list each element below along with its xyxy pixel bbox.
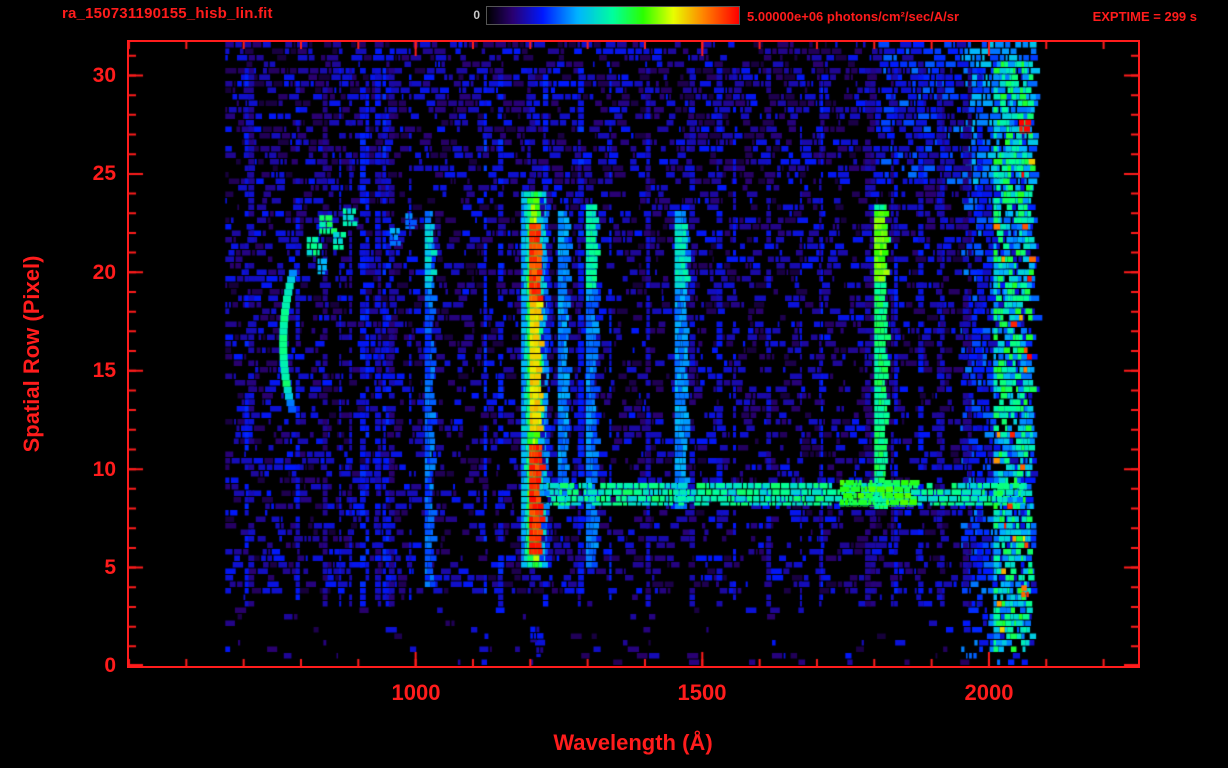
filename-label: ra_150731190155_hisb_lin.fit: [62, 5, 273, 22]
y-tick-label-30: 30: [92, 64, 116, 87]
x-tick-label-1500: 1500: [677, 680, 727, 705]
y-tick-label-5: 5: [104, 556, 116, 579]
heatmap-canvas: [129, 42, 1138, 666]
exptime-label: EXPTIME = 299 s: [1092, 9, 1197, 24]
y-tick-label-15: 15: [92, 359, 116, 382]
colorbar-min-label: 0: [473, 8, 480, 22]
x-tick-label-1000: 1000: [391, 680, 441, 705]
y-axis-label: Spatial Row (Pixel): [19, 255, 44, 453]
y-tick-label-0: 0: [104, 654, 116, 677]
y-tick-label-25: 25: [92, 162, 116, 185]
x-tick-label-2000: 2000: [964, 680, 1014, 705]
colorbar: [486, 6, 740, 25]
y-tick-label-20: 20: [92, 261, 116, 284]
colorbar-max-label: 5.00000e+06 photons/cm²/sec/A/sr: [747, 9, 960, 24]
y-tick-label-10: 10: [92, 458, 116, 481]
x-axis-label: Wavelength (Å): [553, 730, 713, 755]
